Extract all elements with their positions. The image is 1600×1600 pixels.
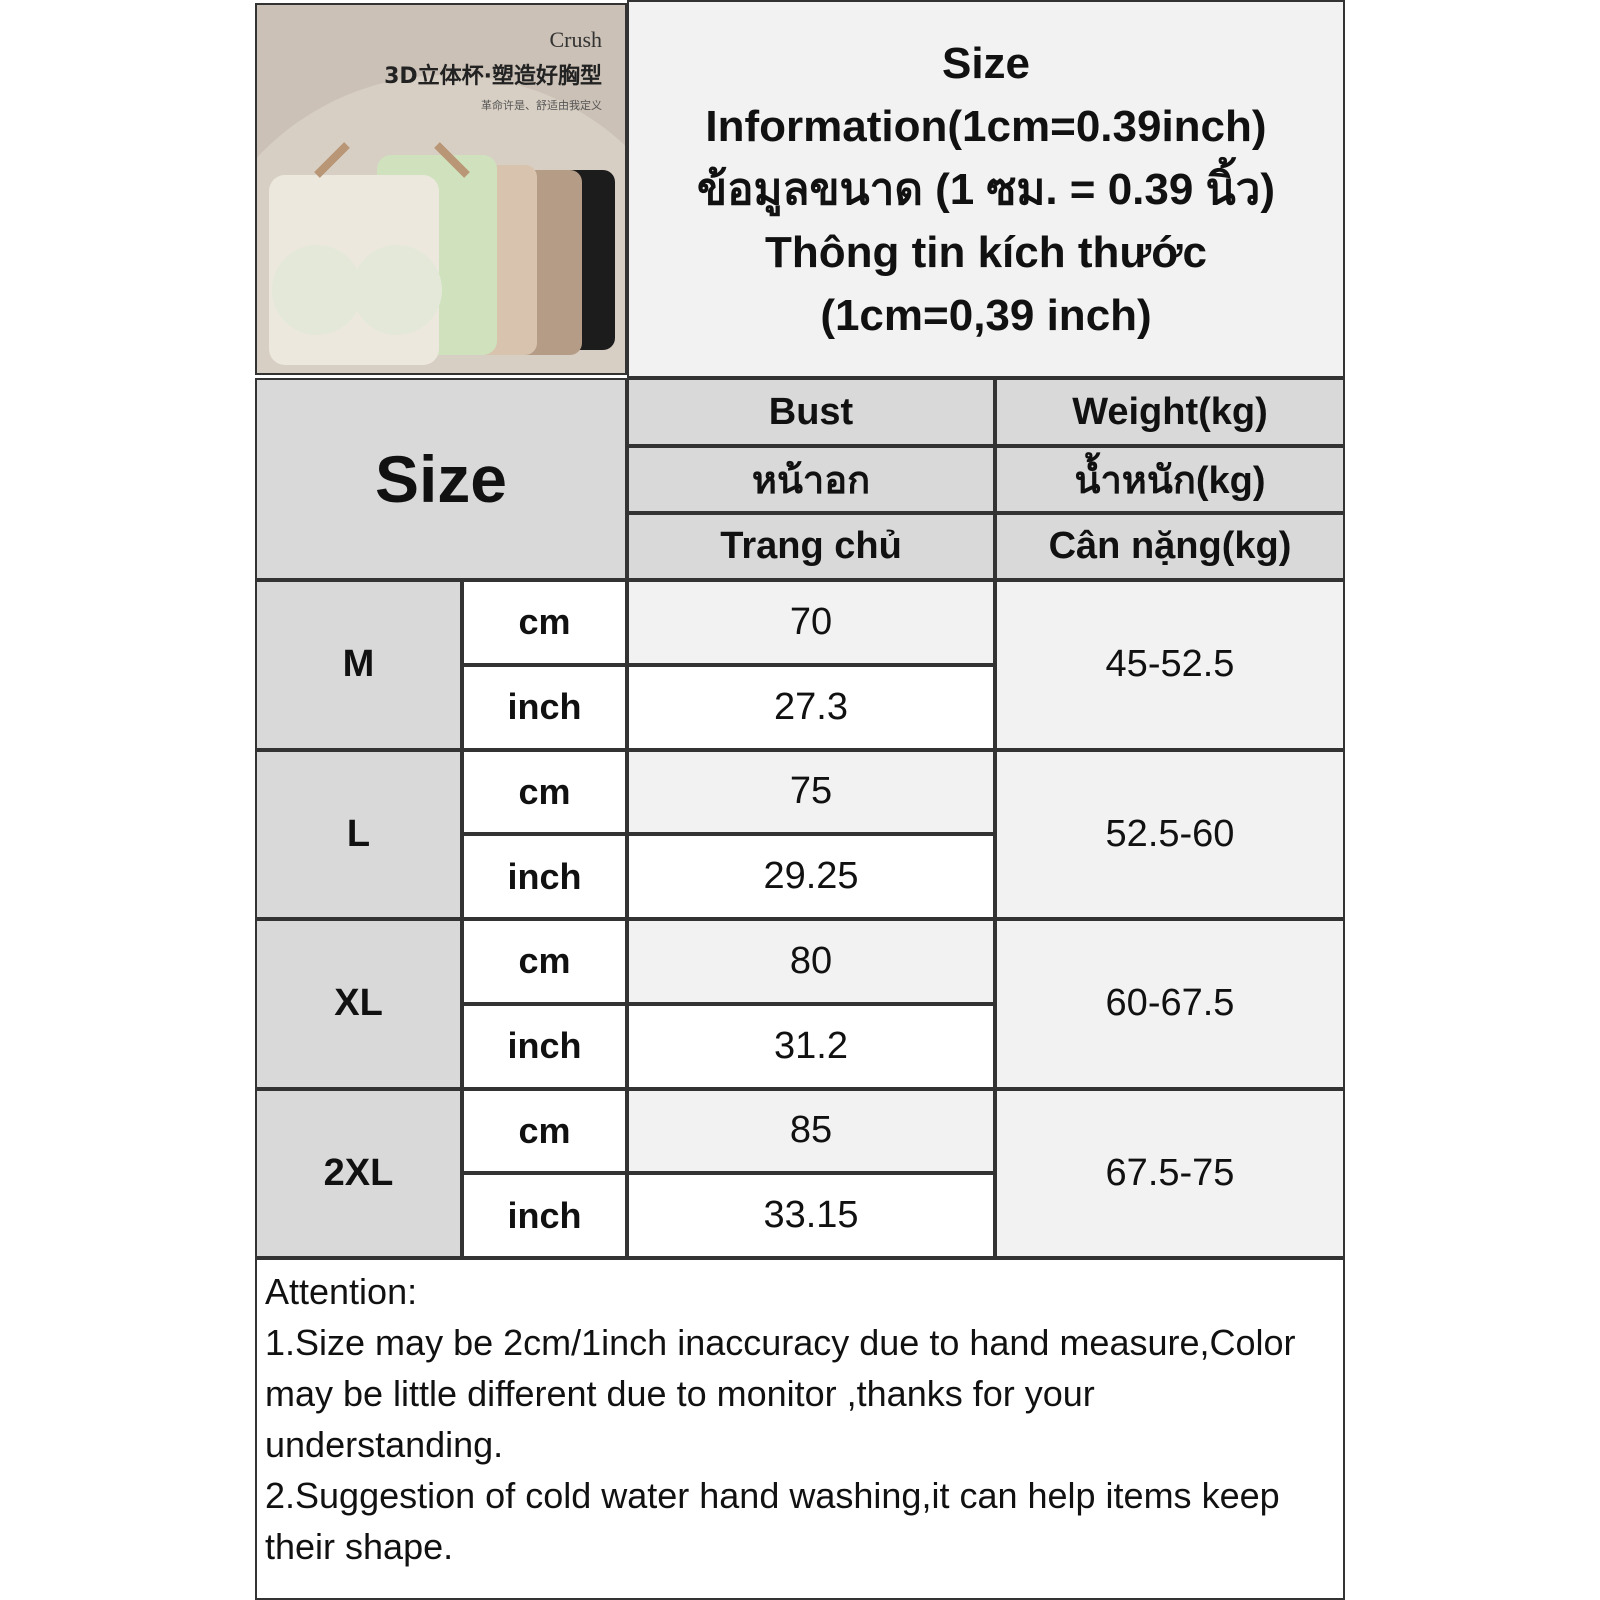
title-line: (1cm=0,39 inch) [820, 290, 1152, 340]
bust-inch-value: 31.2 [627, 1003, 995, 1089]
bust-cm-value: 75 [627, 749, 995, 835]
attention-note: 1.Size may be 2cm/1inch inaccuracy due t… [265, 1322, 1296, 1465]
unit-cm: cm [462, 749, 627, 835]
size-label: 2XL [255, 1088, 462, 1258]
size-label: M [255, 580, 462, 750]
unit-inch: inch [462, 1173, 627, 1258]
bust-header-th: หน้าอก [627, 446, 995, 513]
weight-header-en: Weight(kg) [995, 378, 1345, 446]
unit-inch: inch [462, 1003, 627, 1089]
size-information-title: Size Information(1cm=0.39inch) ข้อมูลขนา… [627, 0, 1345, 378]
weight-value: 60-67.5 [995, 919, 1345, 1089]
weight-value: 45-52.5 [995, 580, 1345, 750]
size-label: XL [255, 919, 462, 1089]
weight-value: 52.5-60 [995, 749, 1345, 919]
weight-value: 67.5-75 [995, 1088, 1345, 1258]
unit-cm: cm [462, 919, 627, 1004]
bra-product-illustration: Crush 3D立体杯·塑造好胸型 革命许是、舒适由我定义 [257, 5, 625, 373]
svg-text:Crush: Crush [549, 27, 602, 52]
unit-inch: inch [462, 834, 627, 919]
bust-cm-value: 80 [627, 919, 995, 1004]
title-line: Thông tin kích thước [765, 227, 1207, 277]
size-label: L [255, 749, 462, 919]
product-image: Crush 3D立体杯·塑造好胸型 革命许是、舒适由我定义 [255, 3, 627, 375]
weight-header-th: น้ำหนัก(kg) [995, 446, 1345, 513]
attention-notes: Attention: 1.Size may be 2cm/1inch inacc… [255, 1258, 1345, 1600]
bust-inch-value: 29.25 [627, 834, 995, 919]
size-header: Size [255, 378, 627, 580]
bust-header-en: Bust [627, 378, 995, 446]
bust-cm-value: 70 [627, 580, 995, 665]
weight-header-vi: Cân nặng(kg) [995, 513, 1345, 580]
unit-cm: cm [462, 1088, 627, 1174]
svg-text:3D立体杯·塑造好胸型: 3D立体杯·塑造好胸型 [384, 63, 602, 89]
title-line: Information(1cm=0.39inch) [705, 101, 1267, 151]
bust-inch-value: 27.3 [627, 664, 995, 750]
bust-header-vi: Trang chủ [627, 513, 995, 580]
title-line: Size [941, 38, 1031, 88]
attention-note: 2.Suggestion of cold water hand washing,… [265, 1475, 1280, 1567]
unit-inch: inch [462, 664, 627, 750]
svg-text:革命许是、舒适由我定义: 革命许是、舒适由我定义 [481, 98, 602, 112]
title-line: ข้อมูลขนาด (1 ซม. = 0.39 นิ้ว) [696, 164, 1275, 214]
bust-inch-value: 33.15 [627, 1173, 995, 1258]
attention-heading: Attention: [265, 1271, 418, 1312]
bust-cm-value: 85 [627, 1088, 995, 1174]
unit-cm: cm [462, 580, 627, 665]
